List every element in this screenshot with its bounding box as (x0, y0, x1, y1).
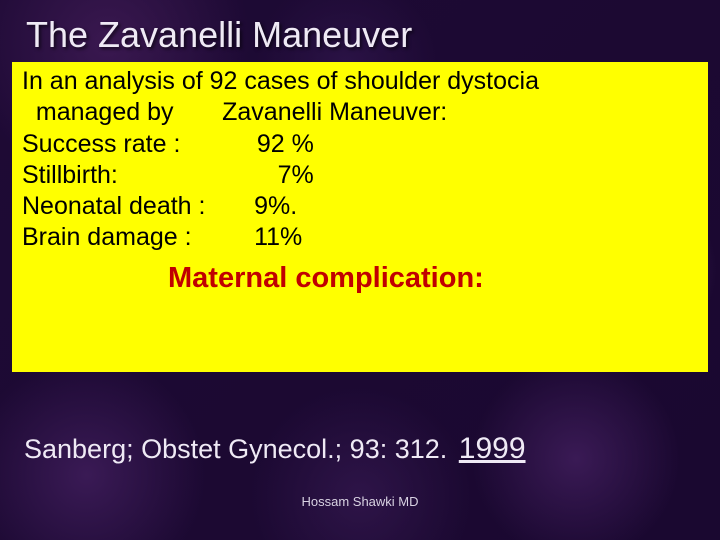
stat-value: 9%. (254, 192, 297, 220)
stat-row-success: Success rate : 92 % (22, 129, 314, 160)
stat-value: 11% (254, 223, 302, 251)
stat-label: Success rate : (22, 130, 180, 158)
citation: Sanberg; Obstet Gynecol.; 93: 312. 1999 (24, 432, 526, 466)
slide-title: The Zavanelli Maneuver (26, 14, 412, 56)
subheading: Maternal complication: (168, 262, 484, 295)
stat-value: 92 % (257, 130, 314, 158)
stat-row-stillbirth: Stillbirth: 7% (22, 160, 314, 191)
citation-text: Sanberg; Obstet Gynecol.; 93: 312. (24, 434, 447, 464)
author-footer: Hossam Shawki MD (0, 494, 720, 509)
highlight-box: In an analysis of 92 cases of shoulder d… (12, 62, 708, 372)
intro-line-2: managed by Zavanelli Maneuver: (22, 98, 447, 126)
stat-row-neonatal: Neonatal death : 9%. (22, 191, 297, 222)
stat-label: Brain damage : (22, 223, 192, 251)
intro-text: In an analysis of 92 cases of shoulder d… (22, 66, 539, 127)
stat-row-brain: Brain damage : 11% (22, 222, 302, 253)
stat-value: 7% (264, 161, 314, 189)
intro-line-1: In an analysis of 92 cases of shoulder d… (22, 67, 539, 95)
citation-year: 1999 (459, 432, 526, 465)
stat-label: Neonatal death : (22, 192, 205, 220)
stat-label: Stillbirth: (22, 161, 118, 189)
